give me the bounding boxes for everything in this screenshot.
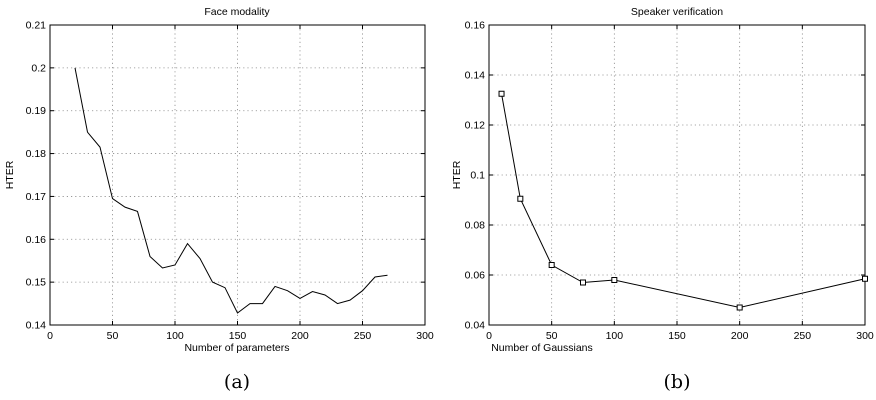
y-tick-label: 0.06 <box>465 270 486 282</box>
x-tick-label: 50 <box>546 330 558 342</box>
y-tick-label: 0.18 <box>26 148 47 160</box>
x-tick-label: 100 <box>166 330 184 342</box>
data-point <box>611 277 618 283</box>
y-tick-label: 0.14 <box>465 70 486 82</box>
x-tick-label: 250 <box>354 330 372 342</box>
x-tick-label: 200 <box>291 330 309 342</box>
x-axis-label: Number of Gaussians <box>491 342 593 354</box>
y-tick-label: 0.04 <box>465 320 486 332</box>
x-tick-label: 100 <box>606 330 624 342</box>
y-tick-label: 0.17 <box>26 191 47 203</box>
y-tick-label: 0.2 <box>31 62 46 74</box>
x-axis-label: Number of parameters <box>184 342 289 354</box>
plot-area <box>49 24 426 326</box>
y-tick-label: 0.16 <box>465 20 486 32</box>
data-point <box>498 90 505 97</box>
x-tick-label: 0 <box>486 330 492 342</box>
x-tick-label: 300 <box>416 330 434 342</box>
x-tick-label: 300 <box>856 330 874 342</box>
panel-caption: (a) <box>224 371 250 393</box>
panel-caption: (b) <box>664 371 691 393</box>
x-tick-label: 250 <box>794 330 812 342</box>
y-tick-label: 0.21 <box>26 20 47 32</box>
x-tick-label: 150 <box>668 330 686 342</box>
y-axis-label: HTER <box>451 160 463 189</box>
y-tick-label: 0.16 <box>26 234 47 246</box>
chart-face-modality: Face modality 0 50 100 150 200 250 300 0.14 0.15… <box>4 6 434 393</box>
y-axis-label: HTER <box>4 160 16 189</box>
x-tick-label: 150 <box>229 330 247 342</box>
x-tick-label: 0 <box>47 330 53 342</box>
data-point <box>517 195 524 202</box>
grid <box>50 25 425 325</box>
chart-speaker-verification: Speaker verification 0 50 100 150 200 250 3000… <box>451 6 874 393</box>
x-tick-label: 50 <box>107 330 119 342</box>
y-tick-label: 0.08 <box>465 220 486 232</box>
ticks: 0 50 100 150 200 250 300 0.04 0.06 0.08 0.1 0.12 0.1… <box>465 20 874 343</box>
y-tick-label: 0.12 <box>465 120 486 132</box>
y-tick-label: 0.19 <box>26 105 47 117</box>
chart-title: Face modality <box>204 6 270 18</box>
data-point <box>736 304 743 311</box>
data-series <box>74 67 388 314</box>
chart-title: Speaker verification <box>631 6 723 18</box>
y-tick-label: 0.1 <box>470 170 485 182</box>
grid <box>489 25 865 325</box>
data-point <box>548 262 555 268</box>
series-line <box>74 67 388 314</box>
ticks: 0 50 100 150 200 250 300 0.14 0.15 0.16 0.17 0.18 0.… <box>26 20 434 343</box>
series-line <box>501 93 866 309</box>
x-tick-label: 200 <box>731 330 749 342</box>
data-series <box>498 90 868 311</box>
y-tick-label: 0.15 <box>26 277 47 289</box>
data-point <box>580 279 586 286</box>
y-tick-label: 0.14 <box>26 320 47 332</box>
data-point <box>862 275 868 282</box>
